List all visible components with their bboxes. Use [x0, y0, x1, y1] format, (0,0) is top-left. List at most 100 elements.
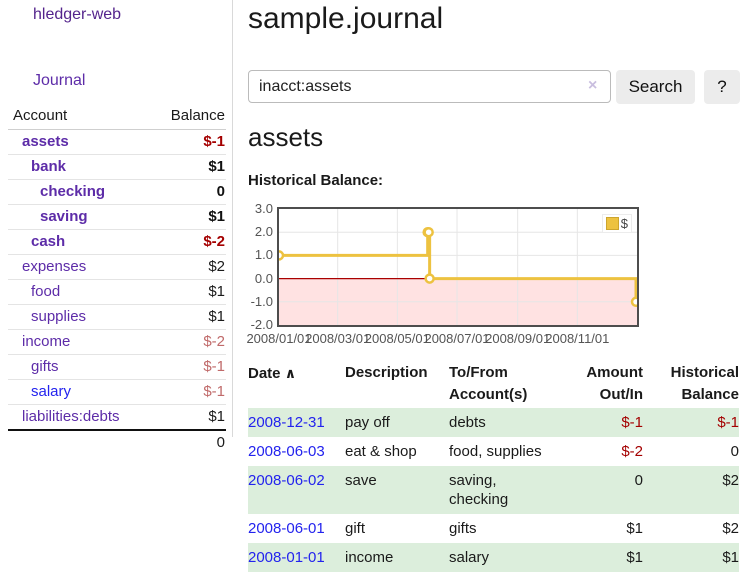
- legend-series-label: $: [620, 216, 628, 231]
- account-link[interactable]: food: [31, 283, 61, 300]
- account-balance: $-1: [149, 129, 226, 155]
- account-row: gifts $-1: [8, 354, 226, 380]
- transaction-accounts: gifts: [449, 520, 477, 537]
- account-link[interactable]: saving: [40, 208, 88, 225]
- transaction-row: 2008-06-02 save saving, checking 0 $2: [248, 466, 739, 514]
- account-link[interactable]: bank: [31, 158, 67, 175]
- transaction-description: income: [345, 549, 394, 566]
- transaction-row: 2008-06-03 eat & shop food, supplies $-2 0: [248, 437, 739, 466]
- main-content: sample.journal × Search ? assets Histori…: [246, 0, 742, 582]
- y-axis-tick-label: -2.0: [250, 317, 273, 332]
- transaction-accounts: debts: [449, 414, 486, 431]
- accounts-column-header: Account: [8, 103, 150, 130]
- account-row: expenses $2: [8, 254, 226, 280]
- x-axis-tick-label: 2008/03/01: [305, 331, 371, 346]
- amount-column-header: Amount Out/In: [586, 364, 643, 403]
- transaction-row: 2008-01-01 income salary $1 $1: [248, 543, 739, 572]
- account-link[interactable]: cash: [31, 233, 66, 250]
- transaction-date-link[interactable]: 2008-06-01: [248, 520, 325, 537]
- account-row: income $-2: [8, 329, 226, 355]
- description-column-header: Description: [345, 364, 428, 381]
- account-balance: $-2: [149, 329, 226, 355]
- x-axis-tick-label: 2008/11/01: [545, 331, 610, 346]
- transaction-description: save: [345, 472, 377, 489]
- y-axis-tick-label: 1.0: [254, 247, 273, 263]
- account-row: food $1: [8, 279, 226, 305]
- app-title-link[interactable]: hledger-web: [33, 6, 122, 23]
- search-form: × Search ?: [248, 70, 742, 104]
- transaction-date: 2008-12-31: [248, 408, 345, 437]
- help-button[interactable]: ?: [704, 70, 740, 104]
- legend-swatch-icon: [605, 217, 619, 230]
- sort-ascending-icon: ∧: [284, 365, 297, 381]
- account-balance: $1: [149, 304, 226, 330]
- x-axis-tick-label: 2008/09/01: [485, 331, 551, 346]
- account-link[interactable]: income: [22, 333, 71, 350]
- transaction-balance: $2: [722, 520, 739, 537]
- account-link[interactable]: gifts: [31, 358, 59, 375]
- data-point-marker: [423, 226, 434, 238]
- transactions-table: Date ∧ Description To/From Account(s) Am…: [248, 360, 739, 572]
- account-page-title: assets: [248, 122, 324, 152]
- transaction-row: 2008-06-01 gift gifts $1 $2: [248, 514, 739, 543]
- transaction-balance: $2: [722, 472, 739, 489]
- transaction-date: 2008-06-02: [248, 466, 345, 514]
- transaction-date: 2008-06-03: [248, 437, 345, 466]
- account-balance: $-2: [149, 229, 226, 255]
- transaction-date: 2008-06-01: [248, 514, 345, 543]
- search-button[interactable]: Search: [616, 70, 695, 104]
- transaction-balance: 0: [730, 443, 739, 460]
- account-balance: $1: [149, 279, 226, 305]
- account-link[interactable]: checking: [40, 183, 106, 200]
- transaction-balance: $-1: [717, 414, 739, 431]
- clear-search-icon[interactable]: ×: [588, 77, 598, 94]
- account-row: checking 0: [8, 179, 226, 205]
- y-axis-tick-label: 3.0: [254, 201, 273, 216]
- account-row: cash $-2: [8, 229, 226, 255]
- y-axis-tick-label: 0.0: [254, 270, 273, 286]
- transaction-date-link[interactable]: 2008-06-03: [248, 443, 325, 460]
- balance-column-header: Balance: [149, 103, 226, 130]
- account-link[interactable]: liabilities:debts: [22, 408, 120, 425]
- chart-legend: $: [601, 214, 632, 233]
- y-axis-tick-label: -1.0: [250, 293, 273, 309]
- transaction-accounts: salary: [449, 549, 490, 566]
- transaction-accounts: food, supplies: [449, 443, 542, 460]
- transaction-amount: $-2: [621, 443, 643, 460]
- accounts-column-header: To/From Account(s): [449, 364, 528, 403]
- account-row: assets $-1: [8, 129, 226, 155]
- transaction-balance: $1: [722, 549, 739, 566]
- account-row: supplies $1: [8, 304, 226, 330]
- data-point-marker: [630, 296, 637, 308]
- transaction-amount: $-1: [621, 414, 643, 431]
- transaction-description: eat & shop: [345, 443, 417, 460]
- data-point-marker: [424, 273, 435, 284]
- account-link[interactable]: supplies: [31, 308, 87, 325]
- account-balance: $-1: [149, 354, 226, 380]
- account-link[interactable]: salary: [31, 383, 72, 400]
- y-axis-tick-label: 2.0: [254, 224, 273, 240]
- accounts-tree-table: Account Balance assets $-1 bank $1 checking 0…: [8, 103, 226, 455]
- transaction-date-link[interactable]: 2008-12-31: [248, 414, 325, 431]
- transaction-amount: $1: [626, 520, 643, 537]
- transaction-date-link[interactable]: 2008-01-01: [248, 549, 325, 566]
- transaction-date-link[interactable]: 2008-06-02: [248, 472, 325, 489]
- accounts-total-row: 0: [8, 429, 226, 455]
- accounts-total-value: 0: [149, 429, 226, 455]
- sidebar: hledger-web Journal Account Balance asse…: [0, 0, 233, 455]
- account-row: bank $1: [8, 154, 226, 180]
- account-balance: $1: [149, 404, 226, 431]
- account-balance: $-1: [149, 379, 226, 405]
- transaction-description: pay off: [345, 414, 390, 431]
- transaction-row: 2008-12-31 pay off debts $-1 $-1: [248, 408, 739, 437]
- transaction-accounts: saving, checking: [449, 472, 509, 508]
- sidebar-item-journal[interactable]: Journal: [33, 72, 86, 89]
- account-balance: $2: [149, 254, 226, 280]
- transaction-date: 2008-01-01: [248, 543, 345, 572]
- search-input[interactable]: [248, 70, 611, 103]
- account-link[interactable]: expenses: [22, 258, 87, 275]
- data-point-marker: [279, 250, 285, 261]
- account-link[interactable]: assets: [22, 133, 69, 150]
- x-axis-tick-label: 2008/05/01: [364, 331, 430, 346]
- date-column-header[interactable]: Date ∧: [248, 365, 297, 382]
